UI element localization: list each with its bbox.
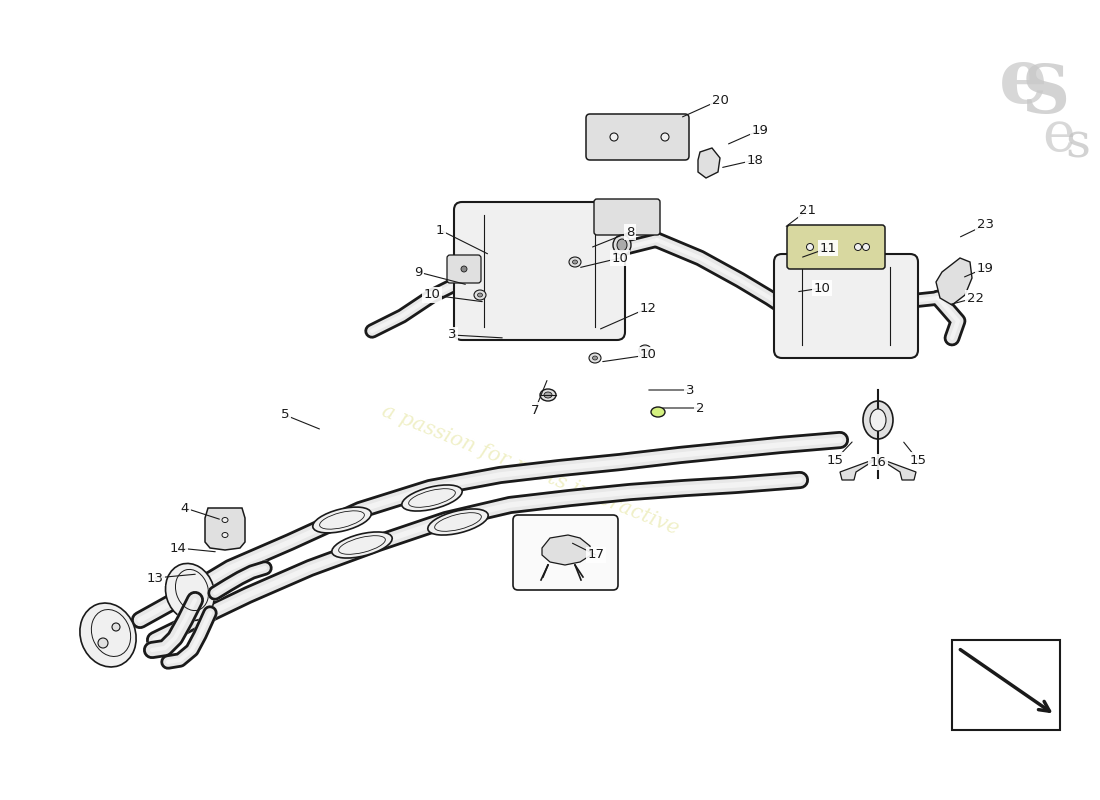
Ellipse shape — [165, 563, 214, 621]
Text: e: e — [1000, 45, 1048, 119]
Text: 21: 21 — [800, 203, 816, 217]
Text: 9: 9 — [414, 266, 422, 278]
Text: 12: 12 — [639, 302, 657, 314]
Ellipse shape — [474, 290, 486, 300]
Ellipse shape — [642, 348, 648, 352]
Polygon shape — [840, 458, 878, 480]
Ellipse shape — [593, 356, 597, 360]
Text: 23: 23 — [977, 218, 993, 231]
Text: 11: 11 — [820, 242, 836, 254]
Ellipse shape — [98, 638, 108, 648]
FancyBboxPatch shape — [513, 515, 618, 590]
Ellipse shape — [222, 518, 228, 522]
Ellipse shape — [864, 401, 893, 439]
Text: 14: 14 — [169, 542, 186, 554]
Ellipse shape — [639, 345, 651, 355]
Ellipse shape — [80, 603, 136, 667]
Ellipse shape — [569, 257, 581, 267]
Ellipse shape — [855, 243, 861, 250]
Text: 10: 10 — [814, 282, 830, 294]
Text: 5: 5 — [280, 409, 289, 422]
Text: 1: 1 — [436, 223, 444, 237]
Ellipse shape — [862, 243, 869, 250]
Polygon shape — [698, 148, 720, 178]
Ellipse shape — [477, 293, 483, 297]
Text: 20: 20 — [712, 94, 728, 106]
Text: a passion for parts interactive: a passion for parts interactive — [378, 402, 681, 538]
Text: 19: 19 — [751, 123, 769, 137]
Ellipse shape — [312, 507, 371, 533]
Text: e: e — [1043, 108, 1075, 162]
Text: 2: 2 — [695, 402, 704, 414]
Text: 7: 7 — [530, 403, 539, 417]
Text: 15: 15 — [910, 454, 926, 466]
Ellipse shape — [613, 235, 631, 255]
FancyBboxPatch shape — [594, 199, 660, 235]
Ellipse shape — [661, 133, 669, 141]
Polygon shape — [542, 535, 591, 565]
Text: S: S — [1022, 62, 1070, 127]
Ellipse shape — [870, 409, 886, 431]
Ellipse shape — [806, 243, 814, 250]
Ellipse shape — [588, 353, 601, 363]
Text: 10: 10 — [639, 349, 657, 362]
Text: 15: 15 — [826, 454, 844, 466]
FancyBboxPatch shape — [454, 202, 625, 340]
FancyBboxPatch shape — [786, 225, 886, 269]
Text: 17: 17 — [587, 549, 605, 562]
Ellipse shape — [540, 389, 556, 401]
Ellipse shape — [222, 533, 228, 538]
Ellipse shape — [610, 133, 618, 141]
Polygon shape — [205, 508, 245, 550]
Ellipse shape — [428, 509, 488, 535]
FancyBboxPatch shape — [586, 114, 689, 160]
Ellipse shape — [112, 623, 120, 631]
Text: 3: 3 — [685, 383, 694, 397]
Ellipse shape — [461, 266, 468, 272]
FancyBboxPatch shape — [774, 254, 918, 358]
Text: 8: 8 — [626, 226, 635, 238]
Text: 10: 10 — [424, 289, 440, 302]
Ellipse shape — [402, 485, 462, 511]
Text: 13: 13 — [146, 571, 164, 585]
Text: 10: 10 — [612, 251, 628, 265]
Ellipse shape — [651, 407, 666, 417]
Text: 22: 22 — [967, 291, 983, 305]
Polygon shape — [878, 458, 916, 480]
Ellipse shape — [617, 239, 627, 251]
Text: 18: 18 — [747, 154, 763, 166]
Ellipse shape — [332, 532, 393, 558]
Polygon shape — [936, 258, 972, 305]
Text: 19: 19 — [977, 262, 993, 274]
Text: 4: 4 — [180, 502, 189, 514]
Text: 16: 16 — [870, 455, 887, 469]
FancyBboxPatch shape — [447, 255, 481, 283]
Text: s: s — [1065, 120, 1090, 167]
Ellipse shape — [544, 392, 552, 398]
Ellipse shape — [572, 260, 578, 264]
Text: 3: 3 — [448, 329, 456, 342]
